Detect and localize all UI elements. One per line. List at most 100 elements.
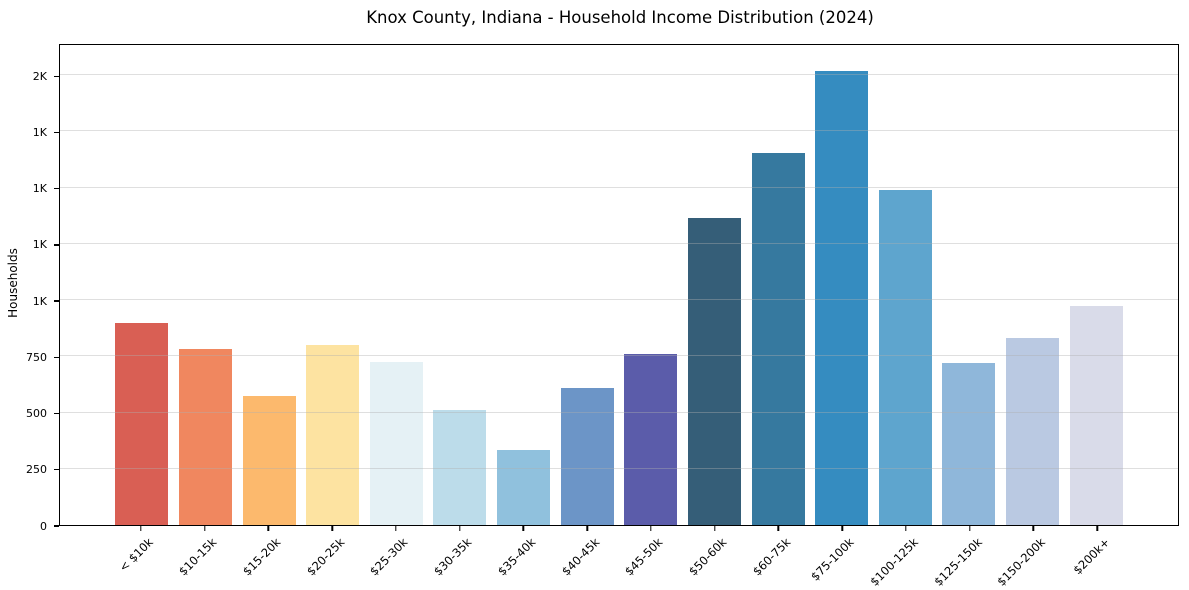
x-tick-slot: $150-200k (995, 526, 1066, 589)
x-tick-label: $35-40k (494, 535, 539, 579)
x-tick-mark (968, 526, 971, 531)
x-tick-mark (267, 526, 270, 531)
bar-slot (237, 45, 301, 525)
y-tick-label: 1K (32, 182, 47, 196)
x-tick-mark (713, 526, 716, 531)
chart-title: Knox County, Indiana - Household Income … (366, 8, 874, 27)
x-tick-label: $125-150k (930, 535, 985, 589)
y-tick-mark (54, 412, 59, 415)
x-tick-label: $15-20k (239, 535, 284, 579)
y-tick-label: 1K (32, 125, 47, 139)
bar--100-125k (878, 189, 932, 525)
x-tick-slot: $50-60k (683, 526, 747, 588)
bar-slot (937, 45, 1001, 525)
bar--200k+ (1069, 305, 1123, 525)
y-axis-ticks: 0 250 500 750 1K 1K 1K 1K 2K (0, 44, 59, 533)
bar--25-30k (369, 362, 423, 525)
bar-slot (810, 45, 874, 525)
x-tick-label: < $10k (116, 535, 156, 575)
x-tick-label: $20-25k (303, 535, 348, 579)
y-tick-label: 250 (26, 463, 47, 477)
bar-slot (365, 45, 429, 525)
y-tick-label: 0 (40, 519, 47, 533)
bar-slot (492, 45, 556, 525)
x-tick-mark (140, 526, 142, 531)
x-tick-mark (522, 526, 525, 531)
x-tick-slot: $200k+ (1065, 526, 1129, 588)
x-tick-mark (777, 526, 780, 531)
bar-slot (1064, 45, 1128, 525)
x-tick-slot: $40-45k (555, 526, 619, 588)
bars-row (60, 45, 1178, 525)
bar--150-200k (1006, 338, 1060, 525)
y-tick-mark (54, 469, 59, 471)
x-tick-mark (395, 526, 397, 531)
bar--20-25k (306, 345, 360, 525)
x-tick-slot: $15-20k (237, 526, 301, 588)
bar--10-15k (178, 348, 232, 525)
x-tick-mark (586, 526, 588, 531)
x-tick-label: $30-35k (431, 535, 475, 579)
y-tick-mark (54, 75, 59, 77)
x-tick-slot: $35-40k (492, 526, 556, 588)
x-tick-slot: $25-30k (364, 526, 428, 588)
x-tick-label: $100-125k (867, 535, 921, 589)
bar--60-75k (751, 152, 805, 525)
x-tick-slot: $125-150k (931, 526, 1002, 589)
x-tick-label: $150-200k (994, 535, 1049, 589)
x-tick-label: $40-45k (558, 535, 603, 579)
x-tick-label: $50-60k (686, 535, 730, 579)
bar-slot (619, 45, 683, 525)
x-tick-label: $200k+ (1069, 535, 1113, 578)
bar--15-20k (242, 395, 296, 525)
bar--35-40k (497, 449, 551, 525)
x-tick-mark (650, 526, 652, 531)
y-tick-mark (54, 356, 59, 359)
plot-area (59, 44, 1179, 526)
x-tick-mark (841, 526, 843, 531)
bar-slot (174, 45, 238, 525)
x-tick-mark (905, 526, 907, 531)
x-tick-mark (203, 526, 206, 531)
x-tick-mark (458, 526, 461, 531)
bar--40-45k (560, 387, 614, 525)
x-tick-slot: $60-75k (747, 526, 811, 588)
y-tick-label: 1K (32, 294, 47, 308)
x-tick-mark (1096, 526, 1098, 531)
x-tick-label: $75-100k (808, 535, 858, 584)
bar-slot (555, 45, 619, 525)
bar-slot (1001, 45, 1065, 525)
x-tick-label: $60-75k (749, 535, 794, 579)
y-tick-mark (54, 188, 59, 190)
bar-slot (301, 45, 365, 525)
y-tick-mark (54, 300, 59, 302)
y-tick-mark (54, 525, 59, 527)
bar-slot (110, 45, 174, 525)
x-tick-slot: $45-50k (619, 526, 683, 588)
y-tick-mark (54, 131, 59, 134)
y-tick-label: 1K (32, 238, 47, 252)
y-tick-mark (54, 244, 59, 246)
x-axis-ticks: < $10k $10-15k $15-20k $20-25k $25-30k $30-35… (59, 526, 1179, 589)
y-tick-label: 500 (26, 407, 47, 421)
y-tick-label: 2K (32, 69, 47, 83)
bar--10k (115, 322, 169, 525)
bar--50-60k (687, 218, 741, 525)
x-tick-slot: $75-100k (808, 526, 874, 588)
x-tick-slot: $100-125k (867, 526, 938, 589)
x-tick-mark (331, 526, 333, 531)
x-tick-mark (1032, 526, 1035, 531)
x-tick-label: $45-50k (622, 535, 666, 579)
x-tick-slot: < $10k (109, 526, 173, 588)
x-tick-label: $10-15k (176, 535, 220, 579)
bar-slot (746, 45, 810, 525)
bar-slot (683, 45, 747, 525)
x-tick-slot: $30-35k (428, 526, 492, 588)
bar--30-35k (433, 410, 487, 525)
x-tick-slot: $10-15k (173, 526, 237, 588)
x-tick-slot: $20-25k (300, 526, 364, 588)
bar--125-150k (942, 363, 996, 525)
bar--75-100k (815, 70, 869, 525)
x-tick-label: $25-30k (367, 535, 411, 579)
